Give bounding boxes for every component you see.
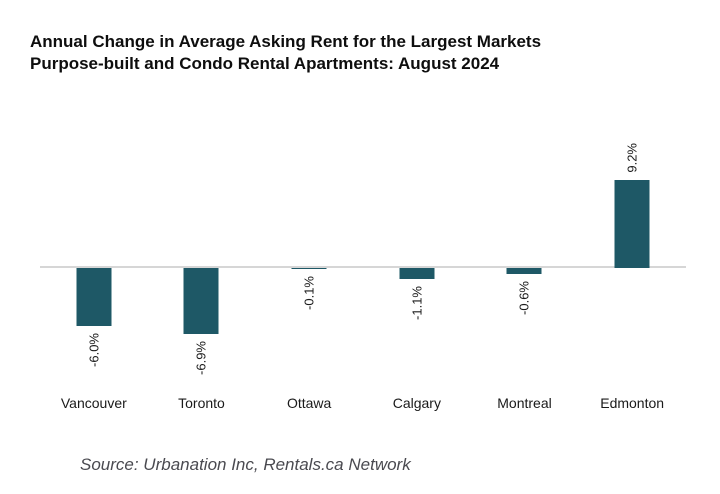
zero-baseline <box>40 266 686 268</box>
value-label-toronto: -6.9% <box>193 341 209 376</box>
value-label-ottawa: -0.1% <box>301 276 317 310</box>
bar-toronto <box>183 268 219 335</box>
category-label-ottawa: Ottawa <box>286 395 332 411</box>
bar-calgary <box>399 268 435 279</box>
bar-vancouver <box>76 268 112 326</box>
category-label-edmonton: Edmonton <box>600 395 665 411</box>
category-label-montreal: Montreal <box>497 395 552 411</box>
source-caption: Source: Urbanation Inc, Rentals.ca Netwo… <box>80 455 411 474</box>
chart-title: Annual Change in Average Asking Rent for… <box>30 31 670 75</box>
bar-chart: -6.0% Vancouver -6.9% Toronto -0.1% Ottawa -1.… <box>40 118 686 411</box>
bar-montreal <box>506 268 542 274</box>
chart-title-line1: Annual Change in Average Asking Rent for… <box>30 32 542 51</box>
bar-slot-vancouver: -6.0% Vancouver <box>40 118 148 411</box>
value-label-calgary: -1.1% <box>409 285 425 320</box>
category-label-toronto: Toronto <box>178 395 225 411</box>
value-label-montreal: -0.6% <box>516 280 532 315</box>
category-label-vancouver: Vancouver <box>60 395 127 411</box>
bar-edmonton <box>614 179 650 268</box>
category-label-calgary: Calgary <box>392 395 441 411</box>
bar-slot-edmonton: 9.2% Edmonton <box>578 118 686 411</box>
bar-slot-calgary: -1.1% Calgary <box>363 118 471 411</box>
value-label-edmonton: 9.2% <box>624 143 640 173</box>
bar-slot-montreal: -0.6% Montreal <box>471 118 579 411</box>
bar-slot-ottawa: -0.1% Ottawa <box>255 118 363 411</box>
bar-ottawa <box>291 268 327 269</box>
chart-title-line2: Purpose-built and Condo Rental Apartment… <box>30 54 500 73</box>
bar-slot-toronto: -6.9% Toronto <box>148 118 256 411</box>
value-label-vancouver: -6.0% <box>86 332 102 367</box>
